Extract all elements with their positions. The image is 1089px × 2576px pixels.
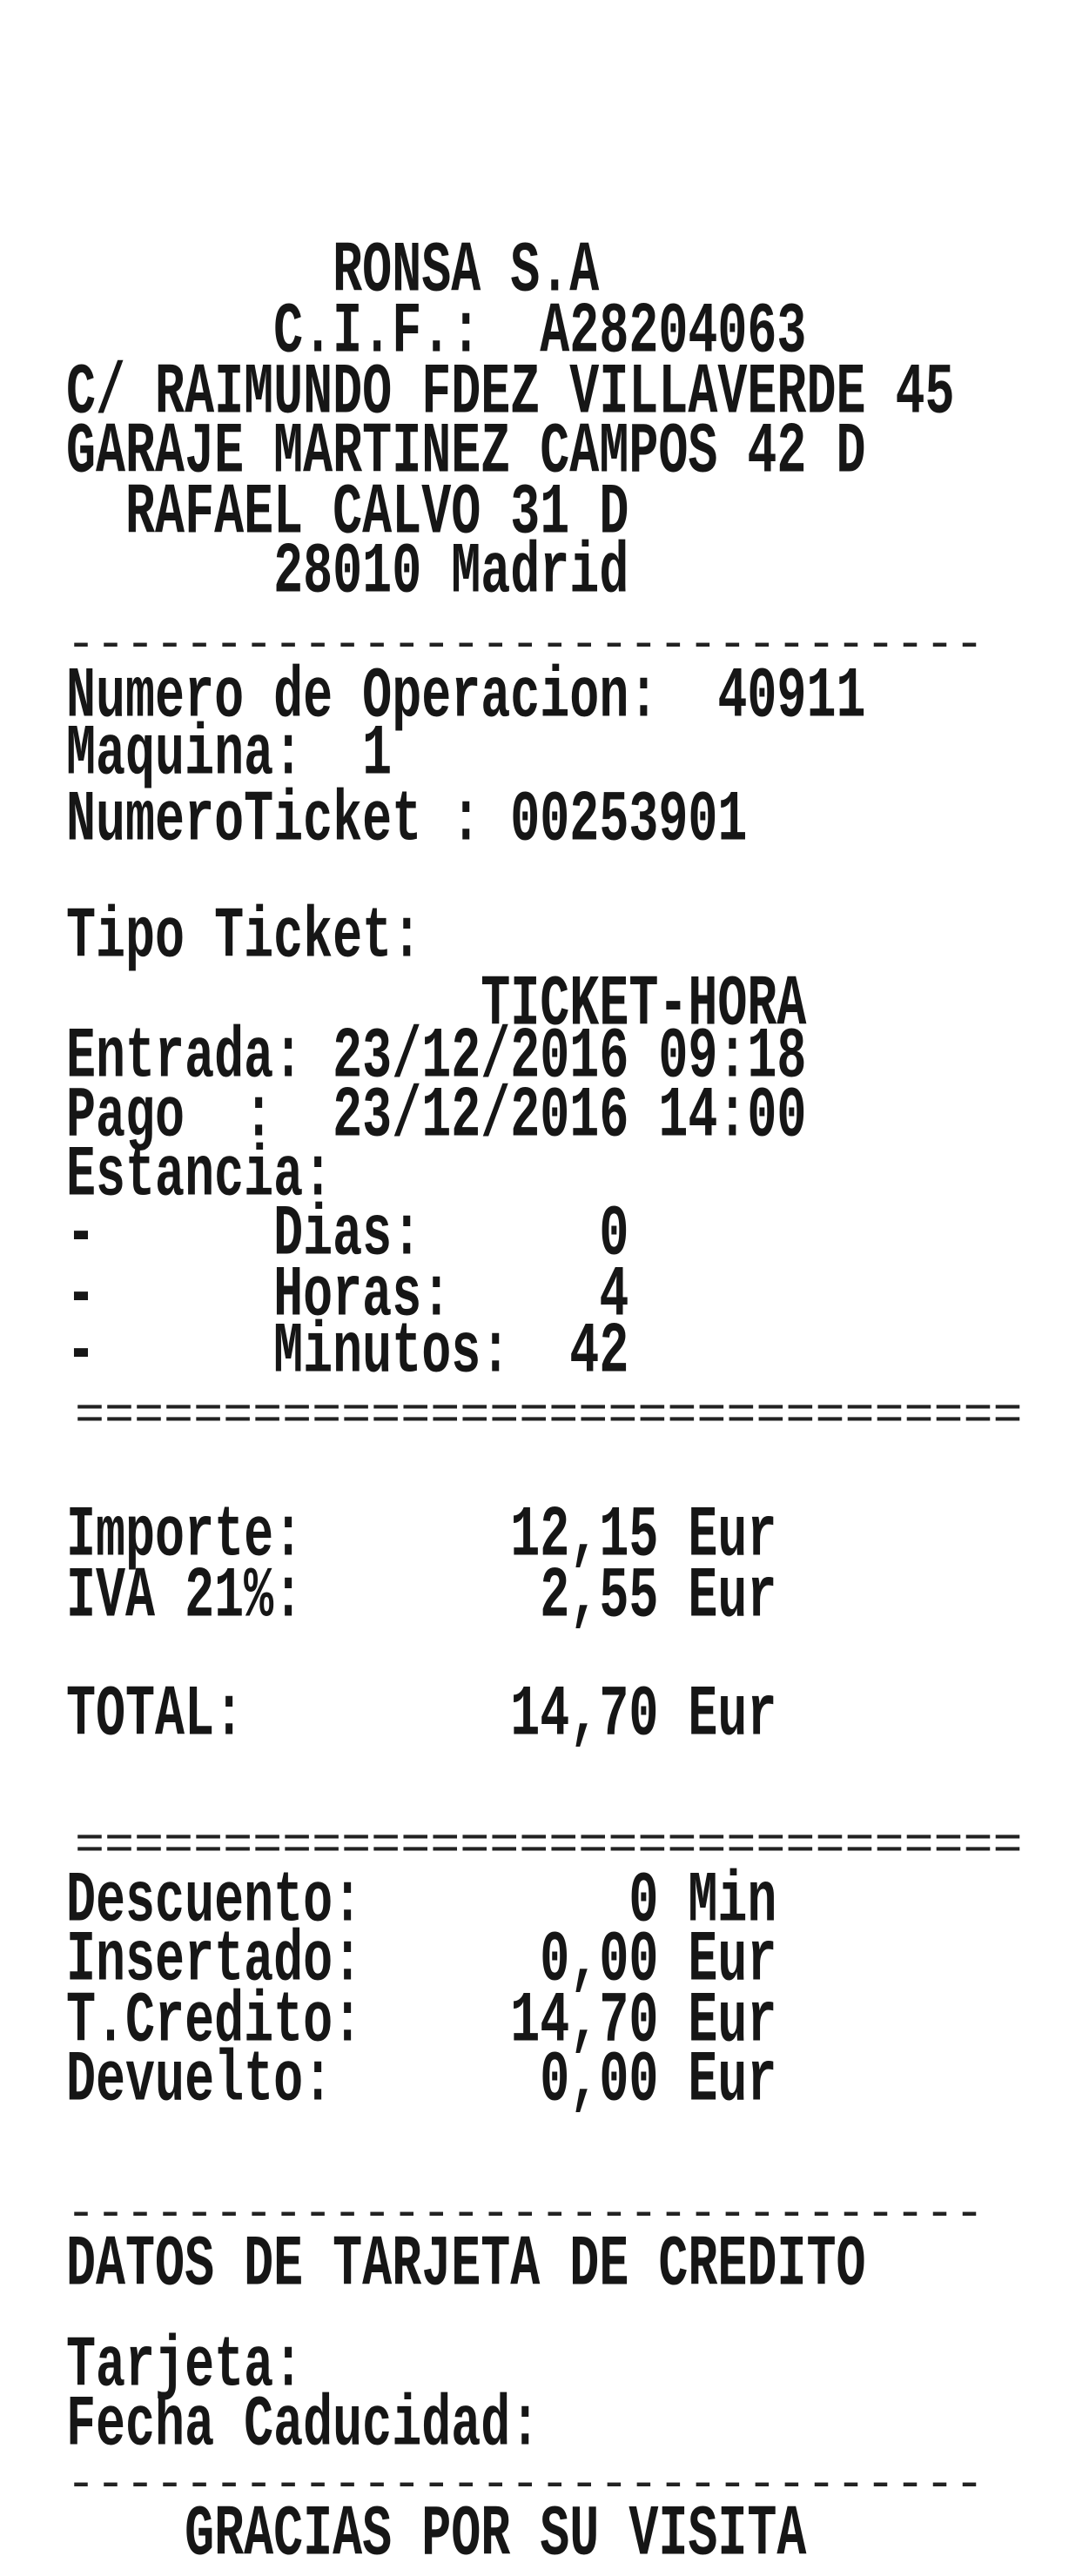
- thanks-message: GRACIAS POR SU VISITA: [66, 2495, 807, 2576]
- address-line: C/ RAIMUNDO FDEZ VILLAVERDE 45: [66, 353, 955, 435]
- machine: Maquina: 1: [66, 714, 393, 796]
- city: 28010 Madrid: [66, 533, 629, 614]
- divider: -------------------------------: [66, 618, 985, 674]
- operation-number: Numero de Operacion: 40911: [66, 657, 866, 739]
- amount-total: TOTAL: 14,70 Eur: [66, 1675, 777, 1757]
- amount-importe: Importe: 12,15 Eur: [66, 1496, 777, 1578]
- inserted: Insertado: 0,00 Eur: [66, 1921, 777, 2002]
- divider: -------------------------------: [66, 2187, 985, 2243]
- ticket-number: NumeroTicket : 00253901: [66, 781, 748, 862]
- entry-time: Entrada: 23/12/2016 09:18: [66, 1017, 807, 1099]
- cif: C.I.F.: A28204063: [66, 292, 807, 374]
- credit-card-amount: T.Credito: 14,70 Eur: [66, 1982, 777, 2063]
- stay-minutes: - Minutos: 42: [66, 1312, 629, 1394]
- divider: ================================: [75, 1389, 1023, 1445]
- address-line: RAFAEL CALVO 31 D: [66, 473, 629, 555]
- payment-time: Pago : 23/12/2016 14:00: [66, 1077, 807, 1158]
- card-section-title: DATOS DE TARJETA DE CREDITO: [66, 2225, 866, 2307]
- change-returned: Devuelto: 0,00 Eur: [66, 2041, 777, 2123]
- stay-hours: - Horas: 4: [66, 1256, 629, 1338]
- stay-label: Estancia:: [66, 1136, 333, 1218]
- ticket-type-label: Tipo Ticket:: [66, 897, 422, 979]
- ticket-type-value: TICKET-HORA: [66, 965, 807, 1047]
- amount-iva: IVA 21%: 2,55 Eur: [66, 1557, 777, 1639]
- card-expiry-label: Fecha Caducidad:: [66, 2385, 541, 2467]
- stay-days: - Dias: 0: [66, 1195, 629, 1277]
- company-name: RONSA S.A: [66, 231, 600, 313]
- discount: Descuento: 0 Min: [66, 1862, 777, 1943]
- divider: -------------------------------: [66, 2458, 985, 2513]
- card-number-label: Tarjeta:: [66, 2326, 304, 2408]
- divider: ================================: [75, 1819, 1023, 1875]
- address-line: GARAJE MARTINEZ CAMPOS 42 D: [66, 413, 866, 494]
